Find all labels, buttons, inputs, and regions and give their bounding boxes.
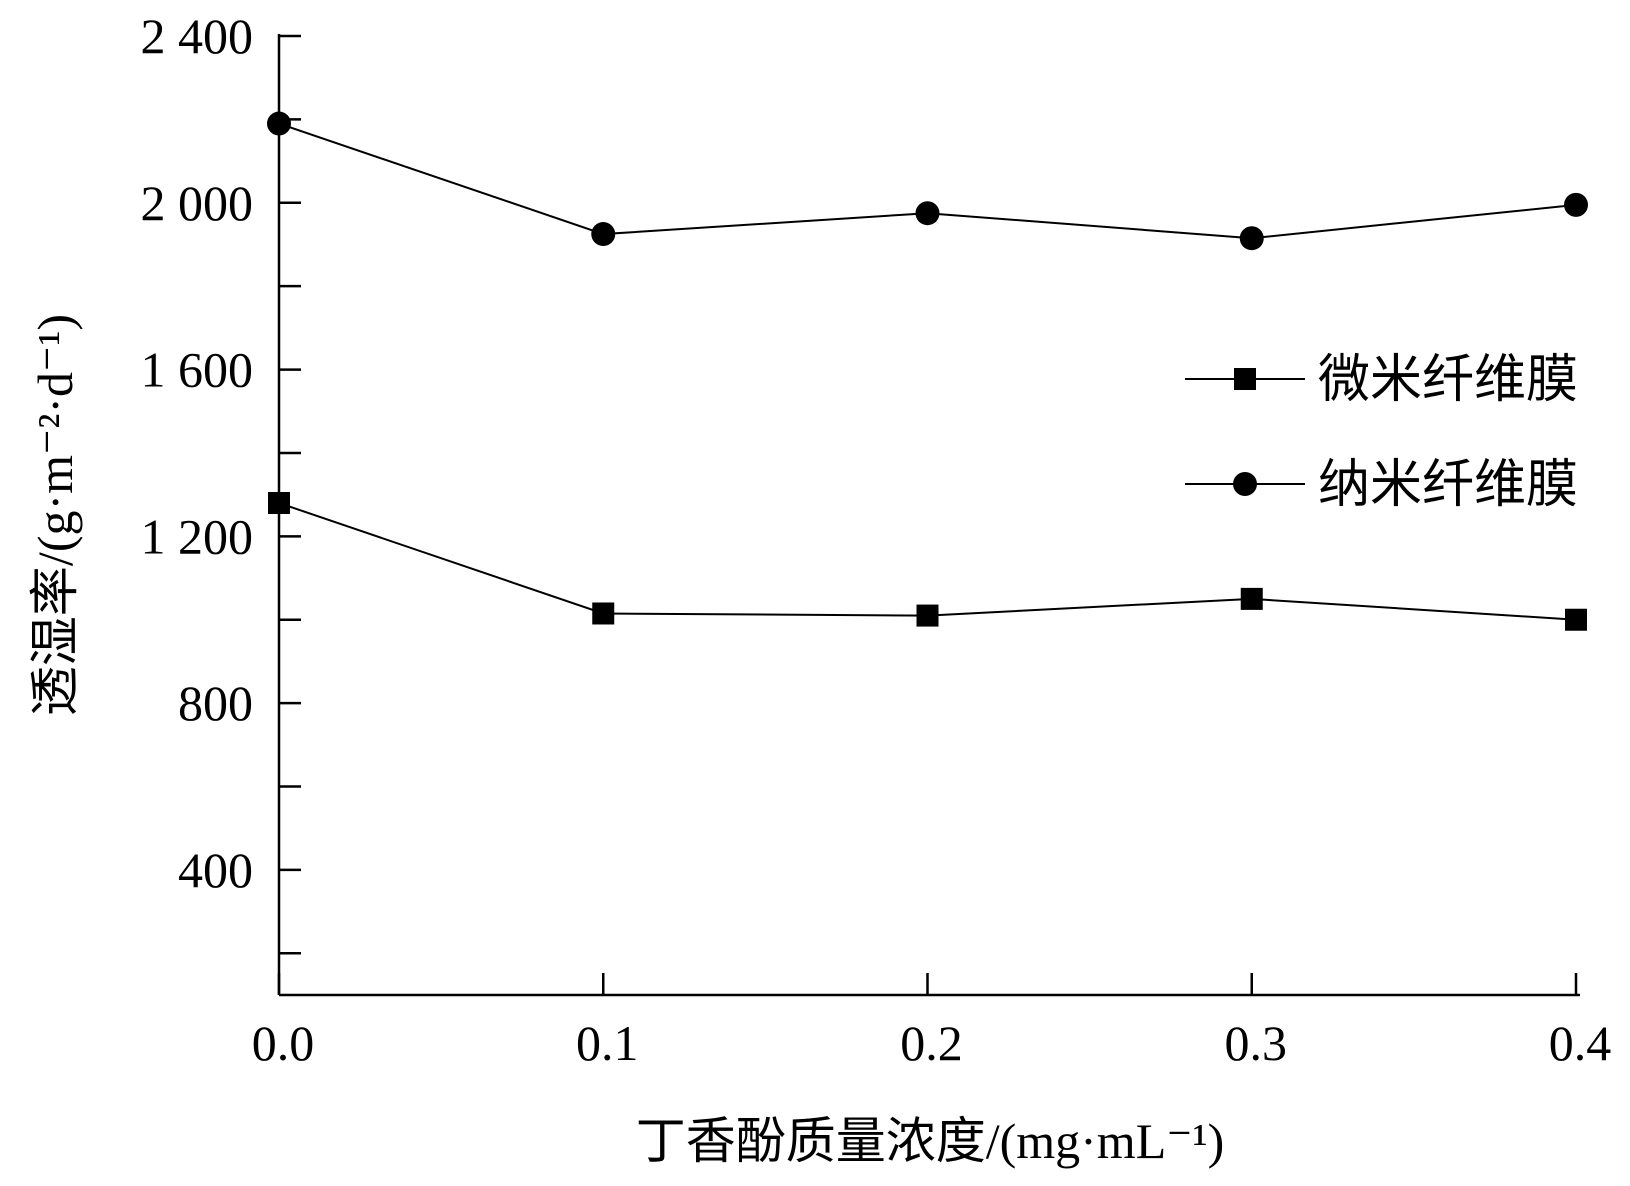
data-point [267, 111, 291, 136]
x-tick-label: 0.4 [1549, 1015, 1612, 1071]
series-line [278, 502, 1577, 621]
x-tick-label: 0.1 [576, 1015, 639, 1071]
legend-marker [1233, 472, 1257, 496]
data-point [268, 491, 290, 514]
data-point [1240, 587, 1263, 610]
data-point [592, 602, 615, 625]
axes: 400 800 1 200 1 600 2 000 2 400 0.0 0.1 0.2 0.3 0.… [141, 8, 1612, 1071]
legend-marker [1234, 368, 1256, 390]
data-point [916, 604, 939, 627]
y-axis-title: 透湿率/(g·m⁻²·d⁻¹) [27, 314, 83, 716]
x-tick-label: 0.2 [900, 1015, 963, 1071]
x-tick-label: 0.3 [1225, 1015, 1288, 1071]
series-layer [267, 111, 1588, 631]
x-axis-title: 丁香酚质量浓度/(mg·mL⁻¹) [636, 1113, 1225, 1169]
y-tick-label: 1 600 [141, 342, 254, 398]
x-tick-label: 0.0 [252, 1015, 315, 1071]
data-point [591, 222, 616, 247]
y-tick-label: 800 [178, 675, 253, 731]
y-tick-label: 400 [178, 842, 253, 898]
data-point [915, 201, 940, 226]
series-microfiber [268, 491, 1587, 631]
data-point [1565, 608, 1587, 631]
data-point [1239, 226, 1264, 251]
y-tick-label: 2 400 [141, 8, 254, 64]
data-point [1564, 192, 1588, 217]
legend-label: 微米纤维膜 [1318, 352, 1578, 409]
legend-item: 微米纤维膜 [1185, 352, 1578, 409]
series-nanofiber [267, 111, 1588, 251]
y-tick-label: 2 000 [141, 175, 254, 231]
legend-item: 纳米纤维膜 [1185, 457, 1578, 514]
legend-label: 纳米纤维膜 [1318, 457, 1578, 514]
y-tick-label: 1 200 [141, 508, 254, 564]
